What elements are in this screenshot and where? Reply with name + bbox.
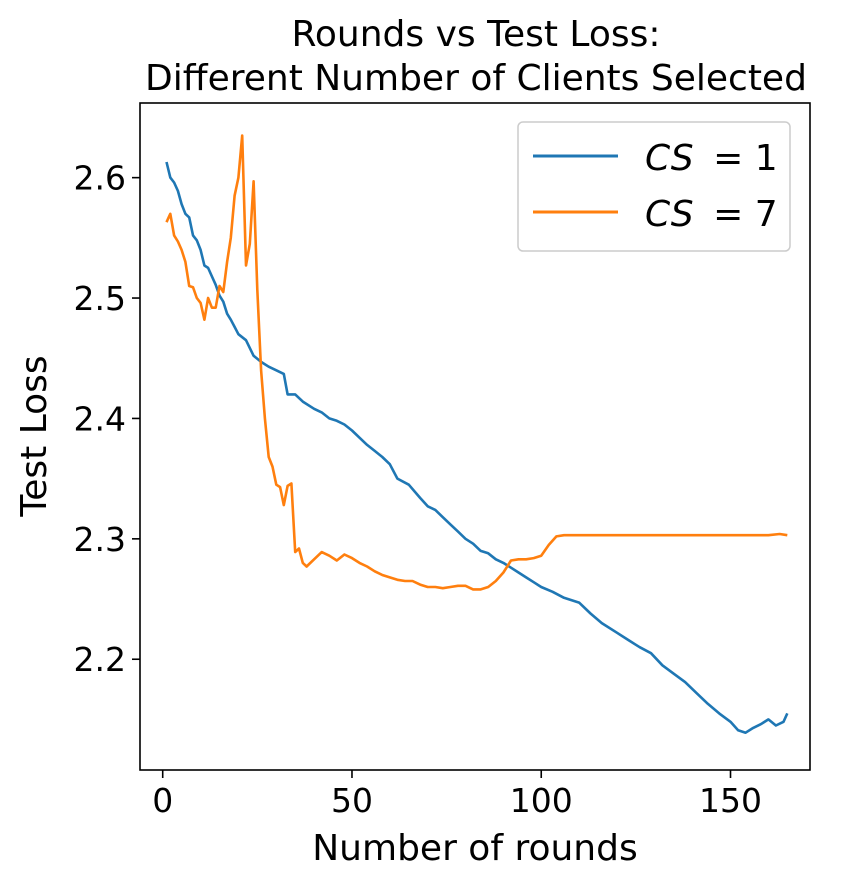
x-tick-label: 150 <box>699 781 762 820</box>
legend-label-cs1: CS = 1 <box>645 138 778 179</box>
y-tick-label: 2.3 <box>74 520 126 559</box>
y-axis: 2.2 2.3 2.4 2.5 2.6 <box>74 159 140 679</box>
legend: CS = 1 CS = 7 <box>517 121 791 252</box>
chart-title-line-2: Different Number of Clients Selected <box>145 58 807 99</box>
x-axis-label: Number of rounds <box>312 828 637 869</box>
x-tick-label: 50 <box>331 781 373 820</box>
series-line-cs7 <box>165 134 788 591</box>
legend-label-cs7: CS = 7 <box>645 194 778 235</box>
y-tick-label: 2.6 <box>74 159 126 198</box>
y-tick-label: 2.5 <box>74 279 126 318</box>
y-tick-label: 2.4 <box>74 399 126 438</box>
legend-label-cs7-eq: = 7 <box>713 194 778 235</box>
legend-label-cs7-var: CS <box>645 194 694 235</box>
x-axis: 0 50 100 150 <box>152 770 762 820</box>
legend-label-cs1-eq: = 1 <box>713 138 778 179</box>
x-tick-label: 100 <box>510 781 573 820</box>
plot-area <box>139 102 811 771</box>
y-tick-label: 2.2 <box>74 640 126 679</box>
plot-frame <box>139 102 811 771</box>
y-axis-label: Test Loss <box>14 355 55 517</box>
chart-title-line-1: Rounds vs Test Loss: <box>291 14 660 55</box>
x-tick-label: 0 <box>152 781 173 820</box>
legend-box <box>517 121 791 252</box>
series-layer <box>165 134 789 735</box>
legend-label-cs1-var: CS <box>645 138 694 179</box>
